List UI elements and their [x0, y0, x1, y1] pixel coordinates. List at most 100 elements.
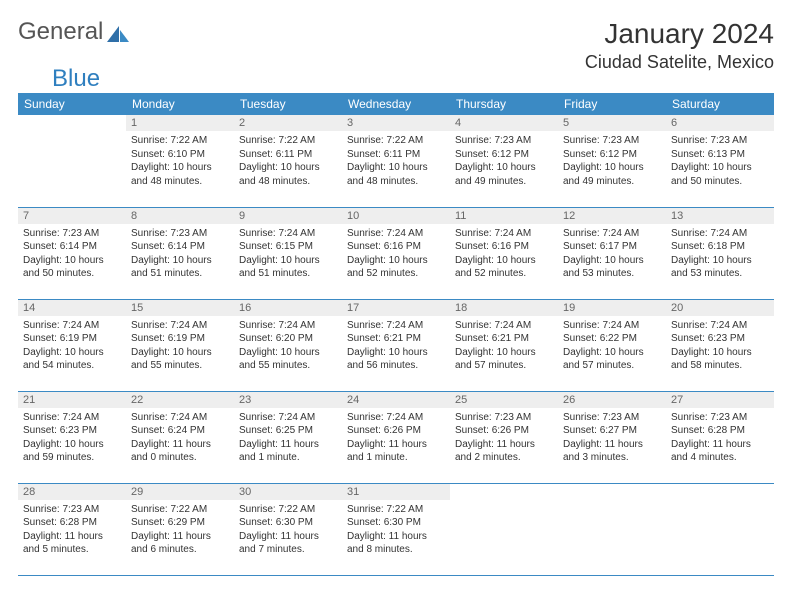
- sunrise-text: Sunrise: 7:24 AM: [239, 319, 337, 333]
- day-number: 25: [450, 392, 558, 408]
- brand-logo: General: [18, 18, 131, 46]
- daylight-text: Daylight: 11 hours and 3 minutes.: [563, 438, 661, 465]
- calendar-cell: 16Sunrise: 7:24 AMSunset: 6:20 PMDayligh…: [234, 299, 342, 391]
- day-content: Sunrise: 7:24 AMSunset: 6:26 PMDaylight:…: [342, 408, 450, 469]
- day-content: Sunrise: 7:23 AMSunset: 6:27 PMDaylight:…: [558, 408, 666, 469]
- daylight-text: Daylight: 10 hours and 52 minutes.: [347, 254, 445, 281]
- calendar-cell: 30Sunrise: 7:22 AMSunset: 6:30 PMDayligh…: [234, 483, 342, 575]
- day-number: 28: [18, 484, 126, 500]
- sunrise-text: Sunrise: 7:24 AM: [563, 319, 661, 333]
- day-content: Sunrise: 7:24 AMSunset: 6:24 PMDaylight:…: [126, 408, 234, 469]
- day-content: Sunrise: 7:22 AMSunset: 6:29 PMDaylight:…: [126, 500, 234, 561]
- calendar-row: 1Sunrise: 7:22 AMSunset: 6:10 PMDaylight…: [18, 115, 774, 207]
- day-number: 10: [342, 208, 450, 224]
- calendar-cell: 7Sunrise: 7:23 AMSunset: 6:14 PMDaylight…: [18, 207, 126, 299]
- day-content: Sunrise: 7:22 AMSunset: 6:10 PMDaylight:…: [126, 131, 234, 192]
- sunset-text: Sunset: 6:15 PM: [239, 240, 337, 254]
- daylight-text: Daylight: 11 hours and 1 minute.: [239, 438, 337, 465]
- calendar-cell: 31Sunrise: 7:22 AMSunset: 6:30 PMDayligh…: [342, 483, 450, 575]
- calendar-body: 1Sunrise: 7:22 AMSunset: 6:10 PMDaylight…: [18, 115, 774, 575]
- day-content: Sunrise: 7:24 AMSunset: 6:25 PMDaylight:…: [234, 408, 342, 469]
- calendar-cell: 11Sunrise: 7:24 AMSunset: 6:16 PMDayligh…: [450, 207, 558, 299]
- sunrise-text: Sunrise: 7:24 AM: [239, 227, 337, 241]
- sunset-text: Sunset: 6:23 PM: [23, 424, 121, 438]
- daylight-text: Daylight: 10 hours and 58 minutes.: [671, 346, 769, 373]
- day-content: Sunrise: 7:24 AMSunset: 6:20 PMDaylight:…: [234, 316, 342, 377]
- day-content: [558, 500, 666, 507]
- day-number: 27: [666, 392, 774, 408]
- daylight-text: Daylight: 11 hours and 8 minutes.: [347, 530, 445, 557]
- sunset-text: Sunset: 6:30 PM: [347, 516, 445, 530]
- sunset-text: Sunset: 6:24 PM: [131, 424, 229, 438]
- weekday-header: Tuesday: [234, 93, 342, 115]
- sunrise-text: Sunrise: 7:23 AM: [455, 411, 553, 425]
- sunrise-text: Sunrise: 7:24 AM: [455, 227, 553, 241]
- calendar-cell: 5Sunrise: 7:23 AMSunset: 6:12 PMDaylight…: [558, 115, 666, 207]
- sunrise-text: Sunrise: 7:22 AM: [239, 503, 337, 517]
- calendar-cell: 26Sunrise: 7:23 AMSunset: 6:27 PMDayligh…: [558, 391, 666, 483]
- day-content: Sunrise: 7:23 AMSunset: 6:14 PMDaylight:…: [126, 224, 234, 285]
- weekday-header: Monday: [126, 93, 234, 115]
- day-content: Sunrise: 7:22 AMSunset: 6:30 PMDaylight:…: [342, 500, 450, 561]
- sunset-text: Sunset: 6:30 PM: [239, 516, 337, 530]
- sunrise-text: Sunrise: 7:23 AM: [131, 227, 229, 241]
- calendar-cell: 13Sunrise: 7:24 AMSunset: 6:18 PMDayligh…: [666, 207, 774, 299]
- day-number: [558, 484, 666, 500]
- day-number: 23: [234, 392, 342, 408]
- sunset-text: Sunset: 6:12 PM: [563, 148, 661, 162]
- day-number: 12: [558, 208, 666, 224]
- sunset-text: Sunset: 6:19 PM: [131, 332, 229, 346]
- calendar-cell: 3Sunrise: 7:22 AMSunset: 6:11 PMDaylight…: [342, 115, 450, 207]
- day-number: 17: [342, 300, 450, 316]
- calendar-cell: 1Sunrise: 7:22 AMSunset: 6:10 PMDaylight…: [126, 115, 234, 207]
- day-number: 24: [342, 392, 450, 408]
- day-number: 2: [234, 115, 342, 131]
- calendar-cell: 28Sunrise: 7:23 AMSunset: 6:28 PMDayligh…: [18, 483, 126, 575]
- sunset-text: Sunset: 6:10 PM: [131, 148, 229, 162]
- sunrise-text: Sunrise: 7:24 AM: [23, 319, 121, 333]
- sunset-text: Sunset: 6:14 PM: [131, 240, 229, 254]
- calendar-cell: 20Sunrise: 7:24 AMSunset: 6:23 PMDayligh…: [666, 299, 774, 391]
- day-number: 20: [666, 300, 774, 316]
- sunrise-text: Sunrise: 7:24 AM: [239, 411, 337, 425]
- sunset-text: Sunset: 6:11 PM: [239, 148, 337, 162]
- calendar-cell: 15Sunrise: 7:24 AMSunset: 6:19 PMDayligh…: [126, 299, 234, 391]
- calendar-row: 14Sunrise: 7:24 AMSunset: 6:19 PMDayligh…: [18, 299, 774, 391]
- day-content: Sunrise: 7:22 AMSunset: 6:11 PMDaylight:…: [342, 131, 450, 192]
- daylight-text: Daylight: 11 hours and 4 minutes.: [671, 438, 769, 465]
- calendar-cell: 22Sunrise: 7:24 AMSunset: 6:24 PMDayligh…: [126, 391, 234, 483]
- daylight-text: Daylight: 10 hours and 52 minutes.: [455, 254, 553, 281]
- day-number: [666, 484, 774, 500]
- sunrise-text: Sunrise: 7:22 AM: [347, 503, 445, 517]
- calendar-cell: 23Sunrise: 7:24 AMSunset: 6:25 PMDayligh…: [234, 391, 342, 483]
- day-content: [666, 500, 774, 507]
- sunset-text: Sunset: 6:27 PM: [563, 424, 661, 438]
- sunrise-text: Sunrise: 7:24 AM: [347, 319, 445, 333]
- daylight-text: Daylight: 10 hours and 54 minutes.: [23, 346, 121, 373]
- daylight-text: Daylight: 10 hours and 53 minutes.: [563, 254, 661, 281]
- sunset-text: Sunset: 6:21 PM: [347, 332, 445, 346]
- daylight-text: Daylight: 10 hours and 48 minutes.: [347, 161, 445, 188]
- daylight-text: Daylight: 10 hours and 51 minutes.: [239, 254, 337, 281]
- sunset-text: Sunset: 6:20 PM: [239, 332, 337, 346]
- sunset-text: Sunset: 6:17 PM: [563, 240, 661, 254]
- sunset-text: Sunset: 6:22 PM: [563, 332, 661, 346]
- daylight-text: Daylight: 10 hours and 49 minutes.: [563, 161, 661, 188]
- weekday-header: Friday: [558, 93, 666, 115]
- calendar-cell: [666, 483, 774, 575]
- sunrise-text: Sunrise: 7:23 AM: [671, 411, 769, 425]
- day-number: [450, 484, 558, 500]
- day-number: 29: [126, 484, 234, 500]
- sunset-text: Sunset: 6:28 PM: [23, 516, 121, 530]
- brand-part2: Blue: [52, 65, 792, 93]
- day-content: Sunrise: 7:24 AMSunset: 6:21 PMDaylight:…: [342, 316, 450, 377]
- daylight-text: Daylight: 10 hours and 48 minutes.: [239, 161, 337, 188]
- day-number: 26: [558, 392, 666, 408]
- daylight-text: Daylight: 11 hours and 5 minutes.: [23, 530, 121, 557]
- day-content: Sunrise: 7:24 AMSunset: 6:19 PMDaylight:…: [18, 316, 126, 377]
- sunset-text: Sunset: 6:16 PM: [347, 240, 445, 254]
- weekday-header: Saturday: [666, 93, 774, 115]
- day-content: Sunrise: 7:24 AMSunset: 6:21 PMDaylight:…: [450, 316, 558, 377]
- day-number: 6: [666, 115, 774, 131]
- sunrise-text: Sunrise: 7:23 AM: [671, 134, 769, 148]
